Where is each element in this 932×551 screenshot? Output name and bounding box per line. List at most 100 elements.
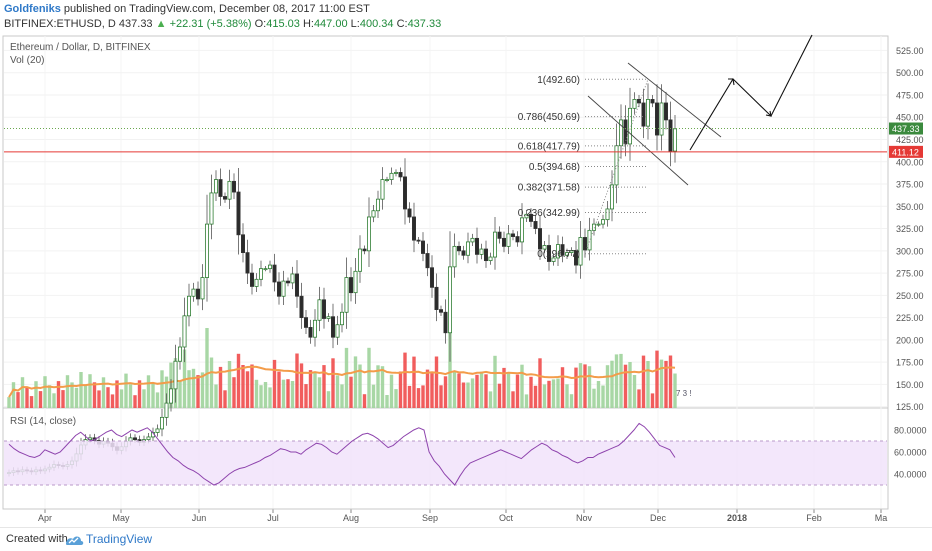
volume-bar <box>655 350 659 408</box>
volume-bar <box>119 389 124 408</box>
volume-bar <box>214 384 218 408</box>
candle-down <box>501 237 506 247</box>
volume-bar <box>259 385 263 408</box>
candle-up <box>569 250 574 254</box>
volume-bar <box>115 380 119 408</box>
volume-bar <box>11 382 16 408</box>
volume-bar <box>421 385 425 408</box>
volume-bar <box>205 328 209 408</box>
time-tick-label: May <box>112 513 130 523</box>
author-name[interactable]: Goldfeniks <box>4 3 61 15</box>
candle-up <box>326 316 331 319</box>
candle-up <box>447 266 452 334</box>
volume-bar <box>16 392 20 408</box>
volume-bar <box>515 374 520 408</box>
volume-bar <box>254 379 259 408</box>
candle-down <box>668 119 673 152</box>
volume-bar <box>524 394 529 408</box>
volume-bar <box>218 366 223 408</box>
volume-bar <box>227 361 232 408</box>
volume-bar <box>317 377 322 408</box>
price-tick-label: 150.00 <box>896 380 924 390</box>
volume-bar <box>488 391 493 408</box>
time-axis[interactable]: Apr May Jun Jul Aug Sep Oct Nov Dec 2018 Feb Ma <box>3 508 888 523</box>
volume-bar <box>286 379 290 408</box>
time-tick-label: Jul <box>267 513 279 523</box>
candle-down <box>429 267 434 288</box>
volume-bar <box>331 358 335 408</box>
volume-bar <box>367 347 371 408</box>
candle-up <box>452 245 457 268</box>
volume-bar <box>412 356 416 408</box>
candle-up <box>506 233 511 247</box>
volume-bar <box>425 369 430 408</box>
chart-canvas[interactable]: 1(492.60) 0.786(450.69) 0.618(417.79) 0.5(3… <box>0 0 932 527</box>
candle-up <box>524 213 529 219</box>
fib-level-label: 0.786(450.69) <box>518 112 580 123</box>
volume-bar <box>587 366 592 408</box>
grid-lines <box>4 36 887 509</box>
footer-bar: Created with TradingView <box>0 527 932 551</box>
candle-down <box>533 221 538 229</box>
volume-bar <box>407 385 412 408</box>
candle-up <box>357 248 362 272</box>
volume-bar <box>241 365 245 408</box>
price-pane[interactable] <box>2 35 889 409</box>
volume-bar <box>578 363 583 408</box>
rsi-tick-label: 40.0000 <box>894 470 927 480</box>
volume-bar <box>353 356 358 408</box>
open-label: O: <box>254 18 267 30</box>
candle-down <box>285 280 290 284</box>
candle-down <box>222 196 227 200</box>
candle-down <box>655 102 660 136</box>
volume-bar <box>101 377 106 408</box>
volume-bar <box>637 389 641 408</box>
candle-up <box>267 264 272 270</box>
candle-down <box>434 286 439 310</box>
candle-up <box>646 99 651 127</box>
fib-level-label: 0.5(394.68) <box>529 162 580 173</box>
volume-bar <box>137 380 142 408</box>
volume-bar <box>614 354 619 408</box>
volume-moving-average <box>8 365 676 398</box>
volume-bar <box>569 394 574 408</box>
tradingview-link[interactable]: TradingView <box>86 532 153 546</box>
candle-down <box>416 239 421 242</box>
price-tick-label: 350.00 <box>896 202 924 212</box>
volume-bar <box>592 388 596 408</box>
candle-up <box>209 192 214 225</box>
candle-up <box>312 319 317 338</box>
candle-down <box>641 102 646 127</box>
volume-bar <box>529 376 533 408</box>
last-price-tag-text: 437.33 <box>892 124 920 134</box>
candle-up <box>393 172 398 174</box>
candle-up <box>371 210 376 218</box>
fib-trend-line <box>584 79 649 254</box>
time-tick-label: Sep <box>422 513 438 523</box>
projection-arrow-head <box>728 78 735 86</box>
candle-up <box>173 360 178 390</box>
candle-up <box>389 172 394 180</box>
rsi-indicator: 80.0000 60.0000 40.0000 <box>4 422 927 486</box>
volume-bar <box>646 361 650 408</box>
volume-bar <box>389 374 394 408</box>
candle-up <box>227 180 232 200</box>
rsi-legend: RSI (14, close) <box>10 416 76 427</box>
volume-bar <box>470 378 475 408</box>
volume-bar <box>304 384 308 408</box>
volume-bars <box>7 328 677 408</box>
time-tick-label: Dec <box>650 513 667 523</box>
candle-down <box>623 119 628 145</box>
volume-bar <box>25 387 29 408</box>
candle-up <box>200 277 205 300</box>
volume-bar <box>92 382 97 408</box>
price-axis[interactable]: 525.00 500.00 475.00 450.00 425.00 400.00 375.… <box>887 36 924 509</box>
fib-level-label: 0.382(371.58) <box>518 183 580 194</box>
time-tick-label: Feb <box>806 513 822 523</box>
volume-bar <box>29 396 34 408</box>
candle-up <box>146 436 151 441</box>
candle-up <box>213 179 218 194</box>
change-text: +22.31 (+5.38%) <box>169 18 252 30</box>
volume-bar <box>497 383 502 408</box>
volume-bar <box>223 390 227 408</box>
